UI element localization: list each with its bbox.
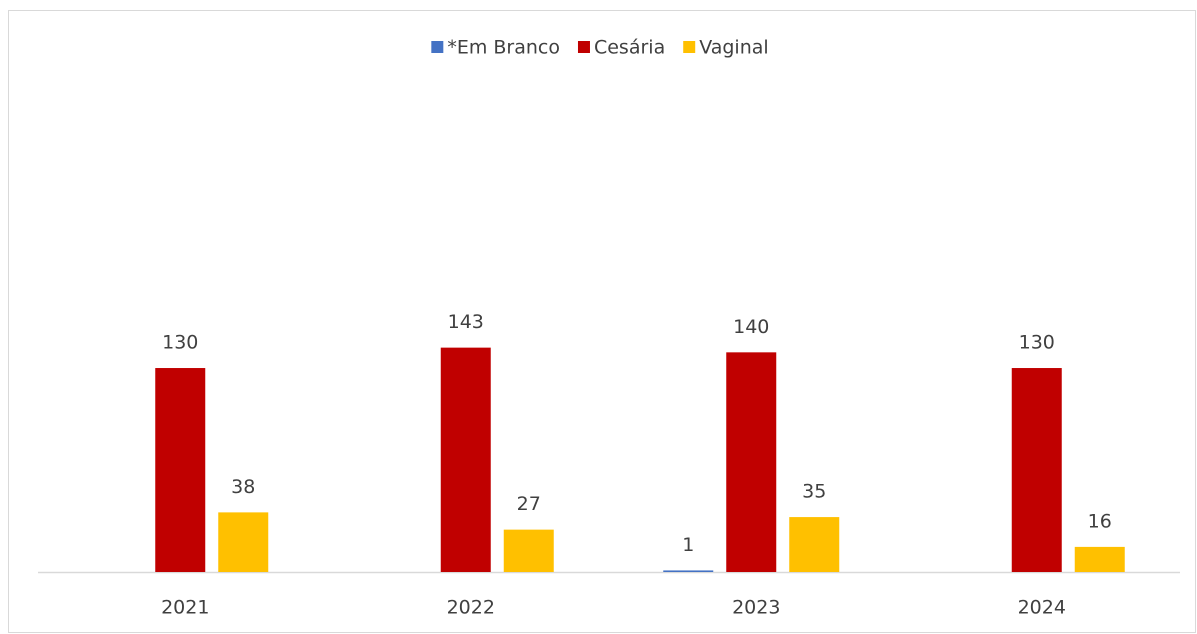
chart-border (8, 10, 1196, 633)
legend-label: Vaginal (699, 37, 768, 59)
bar (726, 352, 777, 572)
bar (1074, 546, 1125, 572)
legend-swatch (577, 41, 590, 53)
x-tick-label: 2021 (161, 597, 209, 619)
data-label: 130 (1019, 332, 1055, 354)
data-label: 1 (682, 534, 694, 556)
bar (1011, 368, 1062, 572)
x-tick-label: 2024 (1018, 597, 1066, 619)
legend: *Em Branco Cesária Vaginal (431, 37, 769, 59)
data-label: 140 (733, 316, 769, 338)
bar (503, 529, 554, 572)
data-label: 27 (517, 493, 541, 515)
data-label: 143 (448, 311, 484, 333)
data-label: 16 (1088, 510, 1112, 532)
bar (218, 512, 269, 572)
x-tick-label: 2023 (732, 597, 780, 619)
legend-label: *Em Branco (447, 37, 560, 59)
bar (440, 347, 491, 572)
bar (663, 570, 714, 572)
data-label: 38 (231, 476, 255, 498)
bar (789, 517, 840, 572)
x-tick-label: 2022 (447, 597, 495, 619)
data-label: 130 (162, 332, 198, 354)
bar (155, 368, 206, 572)
legend-swatch (683, 41, 696, 53)
legend-swatch (431, 41, 444, 53)
data-label: 35 (802, 481, 826, 503)
legend-label: Cesária (594, 37, 665, 59)
